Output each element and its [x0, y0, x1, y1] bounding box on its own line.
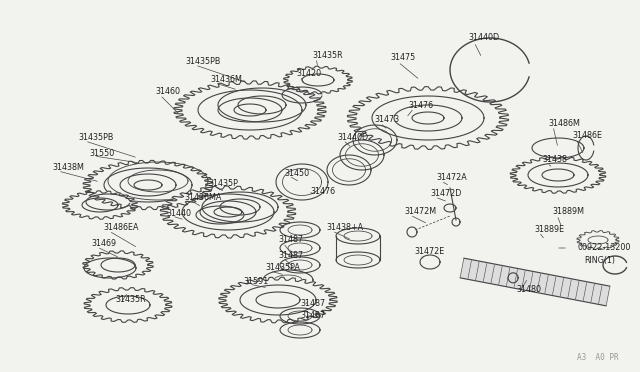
Text: 31435PB: 31435PB	[78, 134, 113, 142]
Polygon shape	[588, 236, 608, 244]
Text: 31438+A: 31438+A	[326, 224, 363, 232]
Text: 31591: 31591	[243, 276, 268, 285]
Text: 31440D: 31440D	[337, 132, 368, 141]
Polygon shape	[84, 288, 172, 323]
Text: 31438: 31438	[542, 155, 567, 164]
Polygon shape	[83, 160, 213, 209]
Polygon shape	[62, 191, 138, 219]
Polygon shape	[198, 90, 302, 130]
Polygon shape	[174, 81, 326, 139]
Polygon shape	[460, 258, 610, 306]
Text: 31472D: 31472D	[430, 189, 461, 199]
Polygon shape	[83, 251, 154, 279]
Text: 31469: 31469	[91, 240, 116, 248]
Text: 31486E: 31486E	[572, 131, 602, 141]
Text: 31472E: 31472E	[414, 247, 444, 257]
Text: 31436MA: 31436MA	[184, 192, 221, 202]
Text: 31440: 31440	[166, 208, 191, 218]
Polygon shape	[284, 66, 353, 94]
Text: 31438M: 31438M	[52, 164, 84, 173]
Text: 31435PA: 31435PA	[265, 263, 300, 273]
Text: 31487: 31487	[278, 250, 303, 260]
Polygon shape	[182, 194, 274, 230]
Polygon shape	[104, 168, 192, 202]
Text: 31472A: 31472A	[436, 173, 467, 183]
Text: 31475: 31475	[390, 54, 415, 62]
Text: 31440D: 31440D	[468, 33, 499, 42]
Text: 31889M: 31889M	[552, 208, 584, 217]
Text: 31487: 31487	[300, 298, 325, 308]
Text: 31486EA: 31486EA	[103, 224, 138, 232]
Polygon shape	[82, 198, 118, 212]
Text: 31420: 31420	[296, 68, 321, 77]
Polygon shape	[101, 258, 135, 272]
Polygon shape	[240, 285, 316, 315]
Text: 31487: 31487	[300, 311, 325, 321]
Polygon shape	[160, 186, 296, 238]
Polygon shape	[219, 277, 337, 323]
Polygon shape	[528, 163, 588, 187]
Text: 31460: 31460	[155, 87, 180, 96]
Polygon shape	[302, 74, 334, 86]
Text: 31550: 31550	[89, 148, 115, 157]
Text: 00922-13200: 00922-13200	[578, 244, 632, 253]
Text: RING(1): RING(1)	[584, 256, 615, 264]
Polygon shape	[372, 96, 484, 140]
Text: 31450: 31450	[284, 169, 309, 177]
Text: 31435R: 31435R	[312, 51, 342, 60]
Text: 31476: 31476	[310, 186, 335, 196]
Polygon shape	[348, 87, 509, 150]
Polygon shape	[577, 231, 619, 249]
Text: 31435P: 31435P	[208, 179, 238, 187]
Text: 31486M: 31486M	[548, 119, 580, 128]
Text: 31473: 31473	[374, 115, 399, 125]
Text: 31435R: 31435R	[115, 295, 146, 305]
Text: 31435PB: 31435PB	[185, 58, 220, 67]
Text: 31472M: 31472M	[404, 208, 436, 217]
Text: 31487: 31487	[278, 235, 303, 244]
Text: 31889E: 31889E	[534, 224, 564, 234]
Text: 31476: 31476	[408, 100, 433, 109]
Polygon shape	[106, 296, 150, 314]
Text: 31436M: 31436M	[210, 76, 242, 84]
Text: 31480: 31480	[516, 285, 541, 295]
Text: A3  A0 PR: A3 A0 PR	[577, 353, 619, 362]
Polygon shape	[510, 157, 606, 193]
